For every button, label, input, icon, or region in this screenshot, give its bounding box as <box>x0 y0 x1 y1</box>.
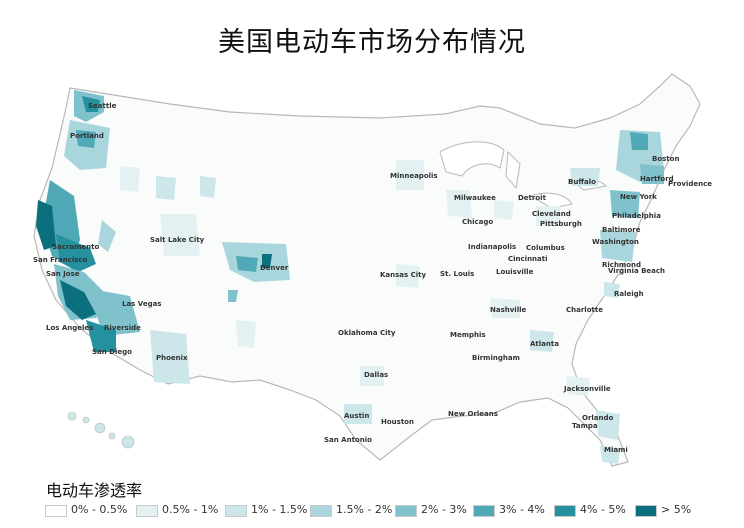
city-label: Pittsburgh <box>540 220 582 228</box>
city-label: St. Louis <box>440 270 474 278</box>
legend-label: 4% - 5% <box>580 503 626 516</box>
city-label: Jacksonville <box>563 385 611 393</box>
hawaii-islands <box>67 411 135 449</box>
legend-title: 电动车渗透率 <box>46 481 143 500</box>
choropleth-regions <box>36 90 664 464</box>
city-label: Indianapolis <box>468 243 516 251</box>
city-label: Oklahoma City <box>338 329 396 337</box>
legend-swatch <box>473 505 495 517</box>
legend-swatch <box>45 505 67 517</box>
city-label: Atlanta <box>530 340 559 348</box>
city-label: Virginia Beach <box>608 267 665 275</box>
city-label: Baltimore <box>602 226 641 234</box>
legend-swatch <box>635 505 657 517</box>
city-labels: Seattle Portland Sacramento San Francisc… <box>33 102 712 454</box>
city-label: Sacramento <box>52 243 99 251</box>
legend-swatch <box>310 505 332 517</box>
city-label: Dallas <box>364 371 388 379</box>
legend-label: > 5% <box>661 503 692 516</box>
city-label: Kansas City <box>380 271 427 279</box>
city-label: Minneapolis <box>390 172 438 180</box>
city-label: Birmingham <box>472 354 520 362</box>
city-label: San Francisco <box>33 256 88 264</box>
city-label: Charlotte <box>566 306 603 314</box>
us-ev-penetration-map: Seattle Portland Sacramento San Francisc… <box>33 73 712 467</box>
city-label: Miami <box>604 446 628 454</box>
city-label: Denver <box>260 264 289 272</box>
city-label: Washington <box>592 238 639 246</box>
city-label: Riverside <box>104 324 141 332</box>
city-label: Columbus <box>526 244 565 252</box>
city-label: Boston <box>652 155 679 163</box>
city-label: Cincinnati <box>508 255 548 263</box>
city-label: Los Angeles <box>46 324 93 332</box>
city-label: Philadelphia <box>612 212 661 220</box>
city-label: Austin <box>344 412 369 420</box>
city-label: Memphis <box>450 331 486 339</box>
city-label: Raleigh <box>614 290 644 298</box>
city-label: New Orleans <box>448 410 498 418</box>
legend-swatch <box>136 505 158 517</box>
city-label: Cleveland <box>532 210 571 218</box>
legend-label: 0% - 0.5% <box>71 503 128 516</box>
city-label: Orlando <box>582 414 614 422</box>
city-label: Phoenix <box>156 354 188 362</box>
city-label: Portland <box>70 132 104 140</box>
us-outline <box>33 73 701 467</box>
city-label: Seattle <box>88 102 117 110</box>
city-label: Buffalo <box>568 178 596 186</box>
legend-label: 2% - 3% <box>421 503 467 516</box>
legend-label: 3% - 4% <box>499 503 545 516</box>
city-label: Richmond <box>602 261 641 269</box>
city-label: Houston <box>381 418 414 426</box>
city-label: Tampa <box>572 422 598 430</box>
city-label: Salt Lake City <box>150 236 205 244</box>
great-lakes <box>439 141 608 209</box>
legend-swatch <box>395 505 417 517</box>
city-label: San Diego <box>92 348 132 356</box>
city-label: Detroit <box>518 194 547 202</box>
city-label: San Antonio <box>324 436 372 444</box>
city-label: Nashville <box>490 306 526 314</box>
legend-label: 1.5% - 2% <box>336 503 393 516</box>
legend-swatch <box>225 505 247 517</box>
city-label: Louisville <box>496 268 534 276</box>
city-label: Chicago <box>462 218 493 226</box>
legend-label: 0.5% - 1% <box>162 503 219 516</box>
city-label: Hartford <box>640 175 674 183</box>
city-label: Milwaukee <box>454 194 496 202</box>
legend-swatch <box>554 505 576 517</box>
city-label: San Jose <box>46 270 80 278</box>
map-title: 美国电动车市场分布情况 <box>218 27 526 58</box>
city-label: Las Vegas <box>122 300 161 308</box>
city-label: Providence <box>668 180 712 188</box>
city-label: New York <box>620 193 657 201</box>
legend-label: 1% - 1.5% <box>251 503 308 516</box>
